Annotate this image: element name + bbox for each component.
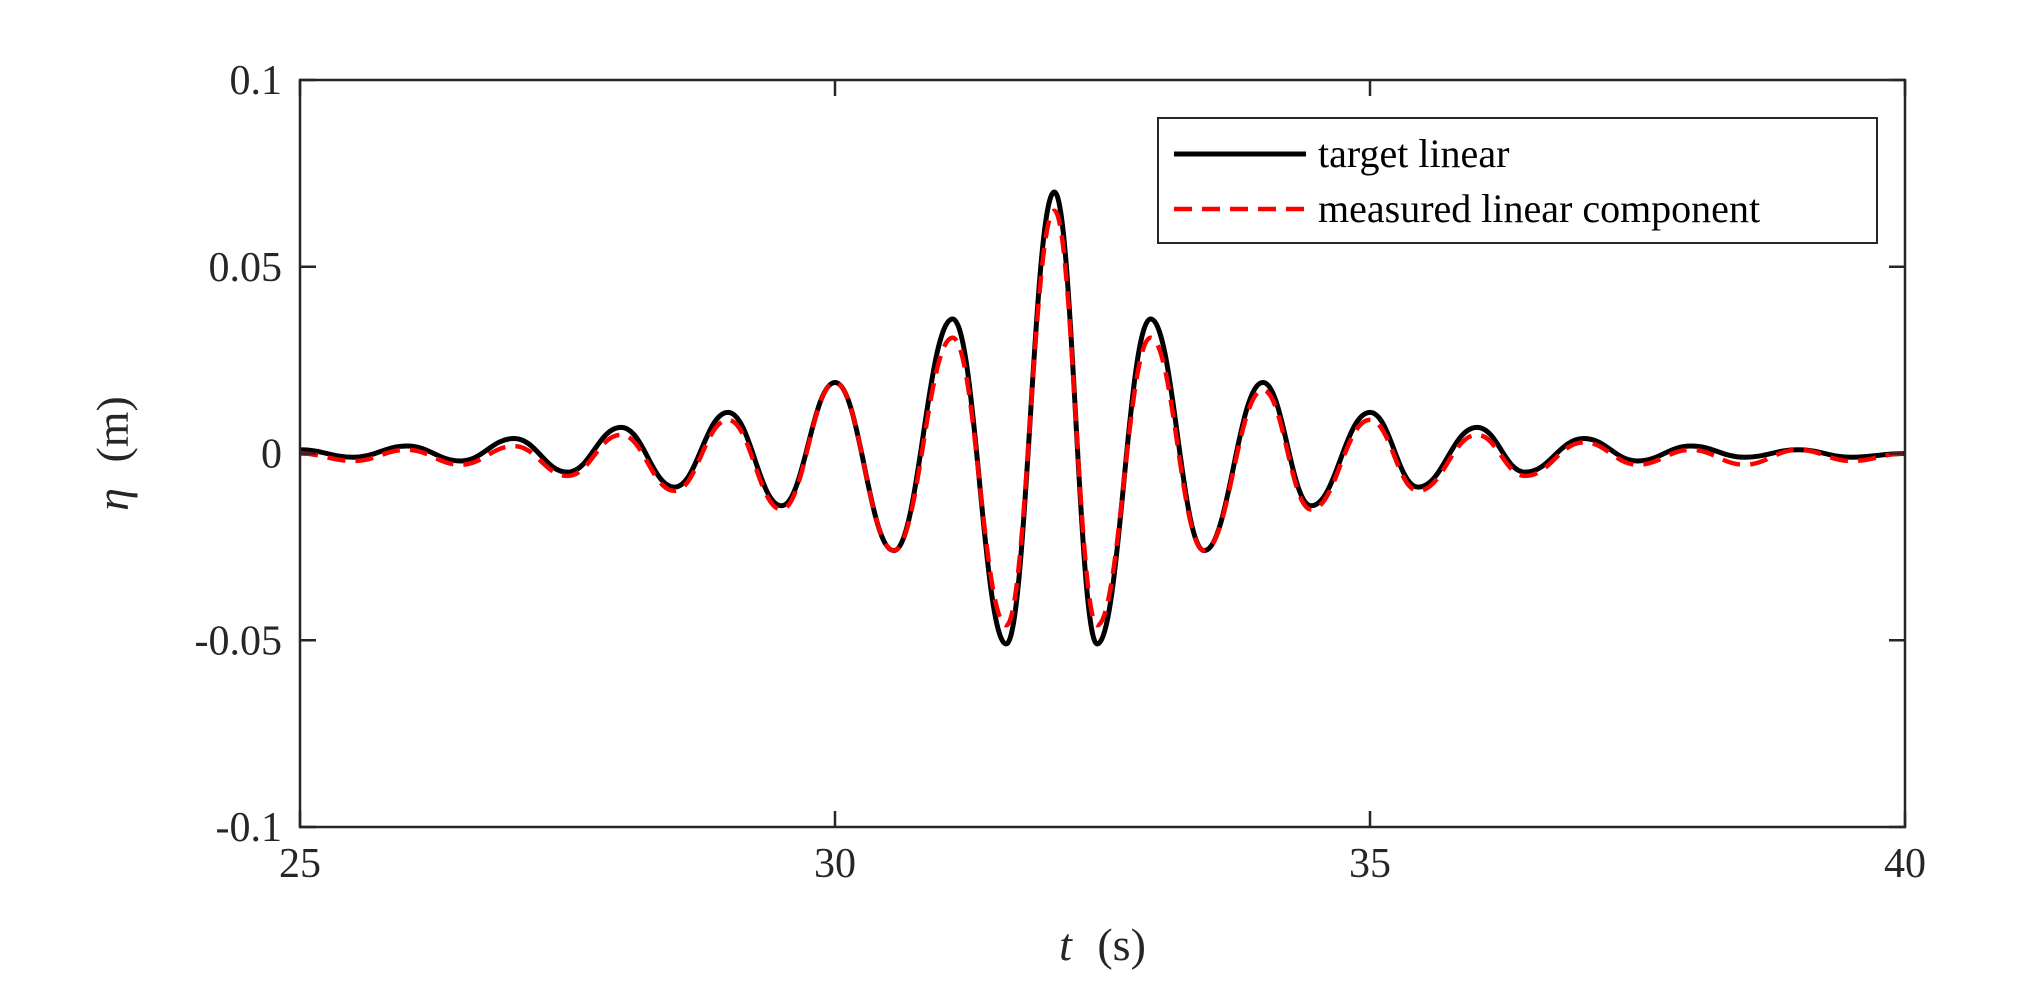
- x-tick-label: 30: [814, 841, 856, 887]
- axes-layer: 25 30 35 40 -0.1 -0.05 0 0.05 0.1: [195, 58, 1927, 887]
- y-tick-label: 0.05: [209, 245, 283, 291]
- legend-label-target-linear: target linear: [1318, 131, 1509, 176]
- y-tick-label: 0.1: [230, 58, 283, 104]
- x-axis-variable: t: [1059, 919, 1073, 970]
- legend-label-measured-linear-component: measured linear component: [1318, 186, 1760, 231]
- series-layer: [299, 189, 1906, 647]
- legend-box: [1157, 117, 1878, 244]
- y-axis-title: η (m): [87, 396, 138, 511]
- y-tick-label: -0.1: [216, 805, 283, 851]
- x-tick-label: 35: [1349, 841, 1391, 887]
- x-axis-title: t (s): [1059, 919, 1146, 970]
- y-axis-unit: (m): [87, 396, 138, 462]
- legend: target linear measured linear component: [1157, 117, 1878, 244]
- x-axis-unit: (s): [1097, 919, 1146, 970]
- y-tick-label: 0: [261, 432, 282, 478]
- x-tick-label: 40: [1884, 841, 1926, 887]
- series-line-measured-linear-component: [299, 208, 1906, 628]
- y-axis-variable: η: [87, 488, 138, 511]
- y-tick-label: -0.05: [195, 618, 283, 664]
- x-tick-label: 25: [279, 841, 321, 887]
